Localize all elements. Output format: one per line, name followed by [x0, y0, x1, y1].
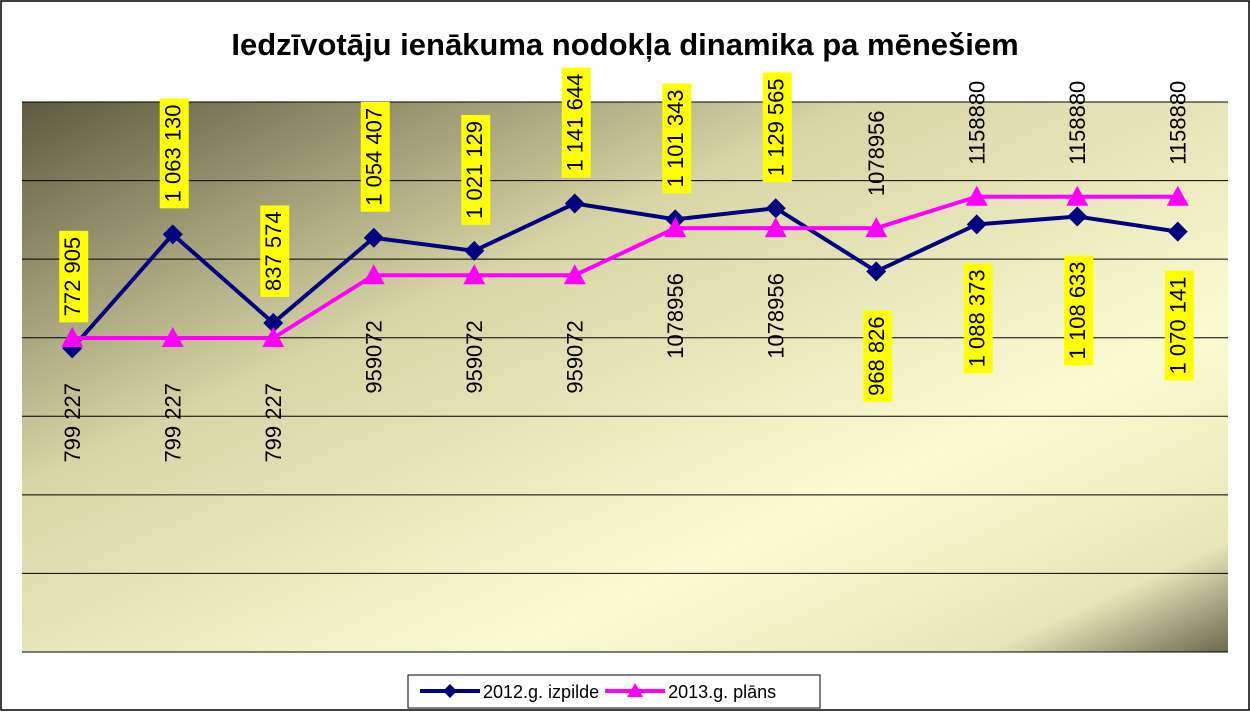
data-label-group: 1 101 343	[662, 83, 692, 194]
data-label-background	[1164, 270, 1194, 381]
legend-marker	[443, 684, 457, 698]
data-point	[464, 240, 485, 261]
data-point	[161, 327, 184, 348]
data-label-background	[762, 72, 792, 183]
data-point	[1066, 185, 1089, 206]
data-label-group: 1 129 565	[762, 72, 792, 183]
data-label-group: 1 063 130	[159, 98, 189, 209]
data-point	[764, 217, 787, 238]
data-label-background	[260, 205, 290, 297]
data-point	[162, 224, 183, 245]
data-label: 1 054 407	[362, 108, 387, 206]
data-label: 799 227	[161, 383, 186, 463]
data-point	[463, 264, 486, 285]
data-label: 1158880	[1065, 81, 1090, 165]
data-label-background	[561, 67, 591, 178]
data-label-group: 1078956	[764, 273, 789, 359]
data-label: 1078956	[663, 273, 688, 359]
data-label: 1 141 644	[563, 74, 588, 172]
data-point	[262, 327, 285, 348]
data-label: 1078956	[764, 273, 789, 359]
data-label-group: 837 574	[260, 205, 290, 297]
data-label-background	[159, 98, 189, 209]
data-point	[965, 185, 988, 206]
data-point	[362, 264, 385, 285]
data-label: 1 070 141	[1166, 277, 1191, 375]
data-label-background	[461, 114, 491, 225]
data-label-group: 1158880	[1065, 81, 1090, 165]
series-line	[70, 201, 1179, 350]
data-point	[664, 217, 687, 238]
data-label-group: 1078956	[663, 273, 688, 359]
data-point	[61, 327, 84, 348]
data-label: 959072	[462, 320, 487, 393]
data-label-group: 1 021 129	[461, 114, 491, 225]
data-label-group: 959072	[362, 320, 387, 393]
data-label: 799 227	[60, 383, 85, 463]
data-label: 959072	[362, 320, 387, 393]
data-point	[1067, 206, 1088, 227]
data-point	[865, 217, 888, 238]
data-label-group: 959072	[563, 320, 588, 393]
data-label-background	[963, 263, 993, 374]
data-label-background	[1064, 255, 1094, 366]
data-label-group: 1078956	[864, 110, 889, 196]
data-label-group: 1158880	[965, 81, 990, 165]
data-label-group: 1 070 141	[1164, 270, 1194, 381]
data-point	[563, 264, 586, 285]
data-label: 968 826	[864, 316, 889, 396]
data-point	[263, 312, 284, 333]
legend-label: 2012.g. izpilde	[483, 682, 599, 702]
data-label-group: 959072	[462, 320, 487, 393]
data-label: 1078956	[864, 110, 889, 196]
data-label-group: 1 054 407	[360, 101, 390, 212]
chart-title: Iedzīvotāju ienākuma nodokļa dinamika pa…	[231, 27, 1018, 62]
data-label-background	[360, 101, 390, 212]
data-label: 1 088 373	[965, 269, 990, 367]
data-label: 959072	[563, 320, 588, 393]
data-label: 1158880	[965, 81, 990, 165]
plot-area	[22, 102, 1228, 652]
series-line	[72, 194, 1178, 341]
data-label-group: 1 141 644	[561, 67, 591, 178]
data-label: 772 905	[60, 237, 85, 317]
data-label: 1158880	[1166, 81, 1191, 165]
data-label-background	[863, 310, 893, 402]
data-label: 1 101 343	[663, 89, 688, 187]
data-label-background	[59, 230, 89, 323]
data-point	[866, 261, 887, 282]
legend-marker	[627, 683, 644, 697]
data-label-group: 1 108 633	[1064, 255, 1094, 366]
data-label-group: 799 227	[60, 383, 85, 463]
data-label-group: 772 905	[59, 230, 89, 323]
data-point	[564, 193, 585, 214]
data-label: 1 108 633	[1065, 261, 1090, 359]
data-label-group: 1 088 373	[963, 263, 993, 374]
data-label: 1 063 130	[161, 104, 186, 202]
data-label: 1 021 129	[462, 121, 487, 219]
data-label: 1 129 565	[764, 78, 789, 176]
data-point	[1166, 185, 1189, 206]
data-point	[966, 214, 987, 235]
data-point	[363, 227, 384, 248]
data-point	[1167, 221, 1188, 242]
data-label: 837 574	[261, 211, 286, 291]
data-label-group: 968 826	[863, 310, 893, 402]
data-label-background	[662, 83, 692, 194]
data-label-group: 799 227	[261, 383, 286, 463]
data-label: 799 227	[261, 383, 286, 463]
legend-label: 2013.g. plāns	[668, 682, 776, 702]
data-point	[765, 198, 786, 219]
data-label-group: 799 227	[161, 383, 186, 463]
data-label-group: 1158880	[1166, 81, 1191, 165]
